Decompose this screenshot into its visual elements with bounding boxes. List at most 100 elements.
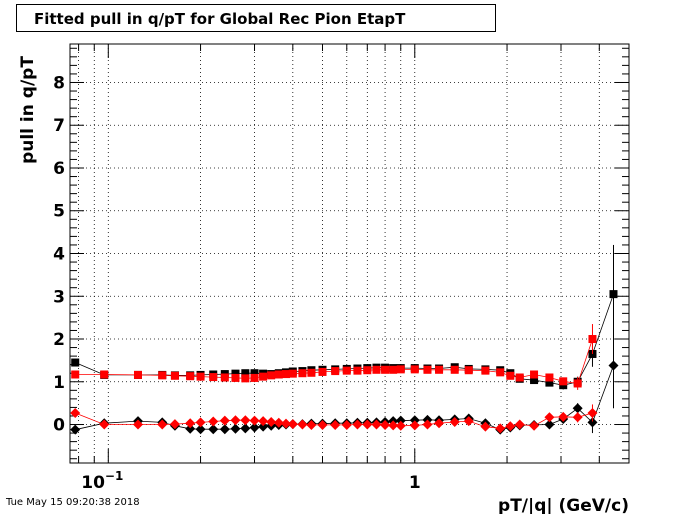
data-point xyxy=(250,373,259,382)
data-point xyxy=(380,419,391,430)
data-point xyxy=(99,419,110,430)
series-line xyxy=(75,338,593,384)
data-point xyxy=(298,369,307,378)
data-point xyxy=(388,420,399,431)
data-point xyxy=(100,370,109,379)
data-point xyxy=(529,420,540,431)
x-axis-title: pT/|q| (GeV/c) xyxy=(498,496,629,514)
data-point xyxy=(409,415,420,426)
data-point xyxy=(363,366,372,375)
data-point xyxy=(409,420,420,431)
data-point xyxy=(208,416,219,427)
y-tick-label: 0 xyxy=(53,416,65,436)
y-tick-label: 6 xyxy=(53,159,65,179)
data-point xyxy=(481,366,490,375)
data-point xyxy=(317,419,328,430)
data-point xyxy=(220,373,229,382)
data-point xyxy=(544,419,555,430)
data-point xyxy=(372,365,381,374)
data-point xyxy=(318,367,327,376)
data-point xyxy=(241,369,250,378)
data-point xyxy=(258,416,269,427)
y-tick-label: 4 xyxy=(53,245,65,265)
data-point xyxy=(273,417,284,428)
data-point xyxy=(133,370,142,379)
data-point xyxy=(288,369,297,378)
data-point xyxy=(281,370,290,379)
data-point xyxy=(195,417,206,428)
data-point xyxy=(196,372,205,381)
data-point xyxy=(71,370,80,379)
data-point xyxy=(208,424,219,435)
axes: 0 1 2 3 4 5 6 7 8 10−1 1 xyxy=(53,43,630,493)
data-point xyxy=(572,403,583,414)
series-4 xyxy=(70,404,598,434)
data-point xyxy=(274,370,283,379)
data-point xyxy=(250,369,259,378)
data-point xyxy=(240,423,251,434)
data-point xyxy=(463,416,474,427)
data-point xyxy=(558,411,569,422)
data-series xyxy=(70,244,619,435)
y-tick-label: 5 xyxy=(53,202,65,222)
y-tick-label: 3 xyxy=(53,287,65,307)
data-point xyxy=(267,371,276,380)
timestamp: Tue May 15 09:20:38 2018 xyxy=(6,497,140,508)
data-point xyxy=(505,421,516,432)
data-point xyxy=(241,374,250,383)
x-tick-label: 10−1 xyxy=(81,469,123,493)
data-point xyxy=(609,290,618,299)
data-point xyxy=(572,412,583,423)
data-point xyxy=(495,423,506,434)
data-point xyxy=(389,365,398,374)
data-point xyxy=(185,418,196,429)
data-point xyxy=(330,419,341,430)
data-point xyxy=(259,372,268,381)
data-point xyxy=(381,365,390,374)
data-point xyxy=(587,417,598,428)
data-point xyxy=(71,358,80,367)
data-point xyxy=(240,415,251,426)
data-point xyxy=(70,424,81,435)
data-point xyxy=(249,422,260,433)
data-point xyxy=(307,368,316,377)
data-point xyxy=(608,360,619,371)
data-point xyxy=(219,415,230,426)
data-point xyxy=(230,423,241,434)
data-point xyxy=(353,366,362,375)
data-point xyxy=(362,419,373,430)
data-point xyxy=(231,369,240,378)
data-point xyxy=(219,424,230,435)
y-tick-label: 1 xyxy=(53,373,65,393)
data-point xyxy=(209,373,218,382)
data-point xyxy=(157,419,168,430)
data-point xyxy=(573,379,582,388)
title-box: Fitted pull in q/pT for Global Rec Pion … xyxy=(16,4,496,32)
data-point xyxy=(132,419,143,430)
data-point xyxy=(435,365,444,374)
plot-frame xyxy=(69,43,630,464)
data-point xyxy=(395,415,406,426)
data-point xyxy=(371,419,382,430)
data-point xyxy=(185,423,196,434)
y-tick-label: 7 xyxy=(53,116,65,136)
data-point xyxy=(70,407,81,418)
data-point xyxy=(434,418,445,429)
data-point xyxy=(530,370,539,379)
data-point xyxy=(588,335,597,344)
data-point xyxy=(496,368,505,377)
data-point xyxy=(545,373,554,382)
data-point xyxy=(480,421,491,432)
data-point xyxy=(266,416,277,427)
data-point xyxy=(545,378,554,387)
data-point xyxy=(287,419,298,430)
y-tick-label: 2 xyxy=(53,330,65,350)
data-point xyxy=(186,372,195,381)
data-point xyxy=(559,377,568,386)
data-point xyxy=(544,412,555,423)
grid-lines xyxy=(70,44,630,463)
y-tick-label: 8 xyxy=(53,73,65,93)
chart-title: Fitted pull in q/pT for Global Rec Pion … xyxy=(34,10,406,28)
data-point xyxy=(449,416,460,427)
data-point xyxy=(450,365,459,374)
